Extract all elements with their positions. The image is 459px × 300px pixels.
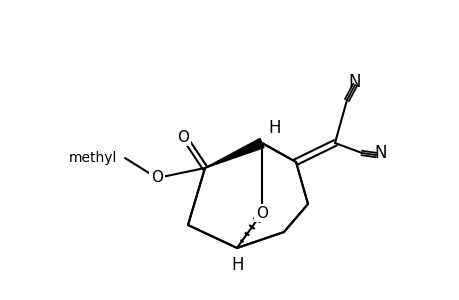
Text: N: N [348,73,360,91]
Text: methyl: methyl [68,151,117,165]
Text: O: O [256,206,268,220]
Text: O: O [151,170,162,185]
Text: H: H [268,119,280,137]
Text: H: H [231,256,244,274]
Text: O: O [177,130,189,145]
Polygon shape [205,138,263,168]
Text: N: N [374,144,386,162]
